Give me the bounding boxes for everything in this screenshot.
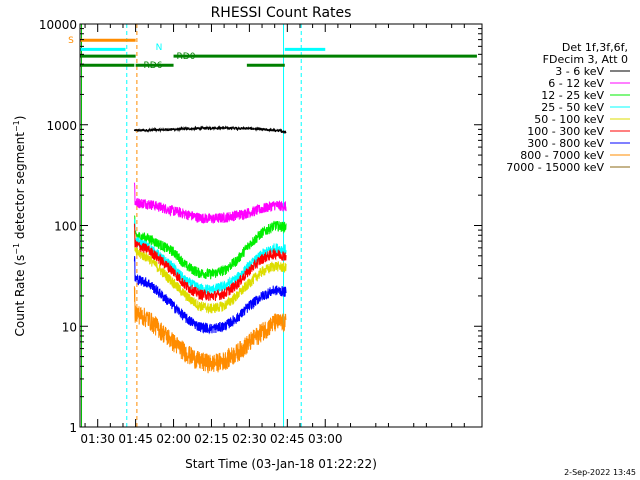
x-tick-label: 02:30 (232, 432, 267, 446)
y-tick-label: 100 (54, 220, 77, 234)
legend-entry-label: 25 - 50 keV (541, 101, 604, 114)
series-line (133, 223, 287, 302)
status-bar-label: N (156, 43, 163, 53)
timestamp: 2-Sep-2022 13:45 (564, 468, 636, 477)
series-line (133, 215, 287, 280)
y-tick-label: 10000 (39, 18, 77, 32)
status-bar-label: S (68, 36, 74, 46)
legend-entry-label: 50 - 100 keV (534, 113, 604, 126)
series-line (133, 256, 287, 335)
legend-entry-label: 6 - 12 keV (548, 77, 604, 90)
y-tick-label: 1 (69, 421, 77, 435)
x-tick-label: 01:30 (80, 432, 115, 446)
x-tick-label: 01:45 (118, 432, 153, 446)
series-line (133, 230, 287, 315)
legend-entry-label: 12 - 25 keV (541, 89, 604, 102)
y-tick-label: 10 (62, 320, 77, 334)
x-tick-label: 02:00 (156, 432, 191, 446)
x-tick-label: 02:15 (194, 432, 229, 446)
y-axis-label: Count Rate (s−1 detector segment−1) (12, 116, 27, 337)
legend-entry-label: 100 - 300 keV (527, 125, 604, 138)
series-line (133, 286, 287, 374)
series-line (133, 125, 287, 135)
chart-title: RHESSI Count Rates (211, 5, 352, 21)
status-bar-label: RD0 (177, 52, 196, 62)
x-tick-label: 03:00 (308, 432, 343, 446)
y-tick-label: 1000 (46, 119, 77, 133)
x-axis-label: Start Time (03-Jan-18 01:22:22) (185, 457, 377, 471)
svg-text:Count Rate (s−1 detector segme: Count Rate (s−1 detector segment−1) (12, 116, 27, 337)
legend-header: Det 1f,3f,6f, (562, 41, 628, 54)
legend-entry-label: 800 - 7000 keV (520, 149, 604, 162)
legend-entry-label: 3 - 6 keV (555, 65, 604, 78)
legend-entry-label: 300 - 800 keV (527, 137, 604, 150)
legend-header: FDecim 3, Att 0 (543, 53, 628, 66)
status-bar-label: RD6 (144, 61, 163, 71)
series-line (133, 182, 287, 224)
legend-entry-label: 7000 - 15000 keV (506, 161, 604, 174)
x-tick-label: 02:45 (270, 432, 305, 446)
